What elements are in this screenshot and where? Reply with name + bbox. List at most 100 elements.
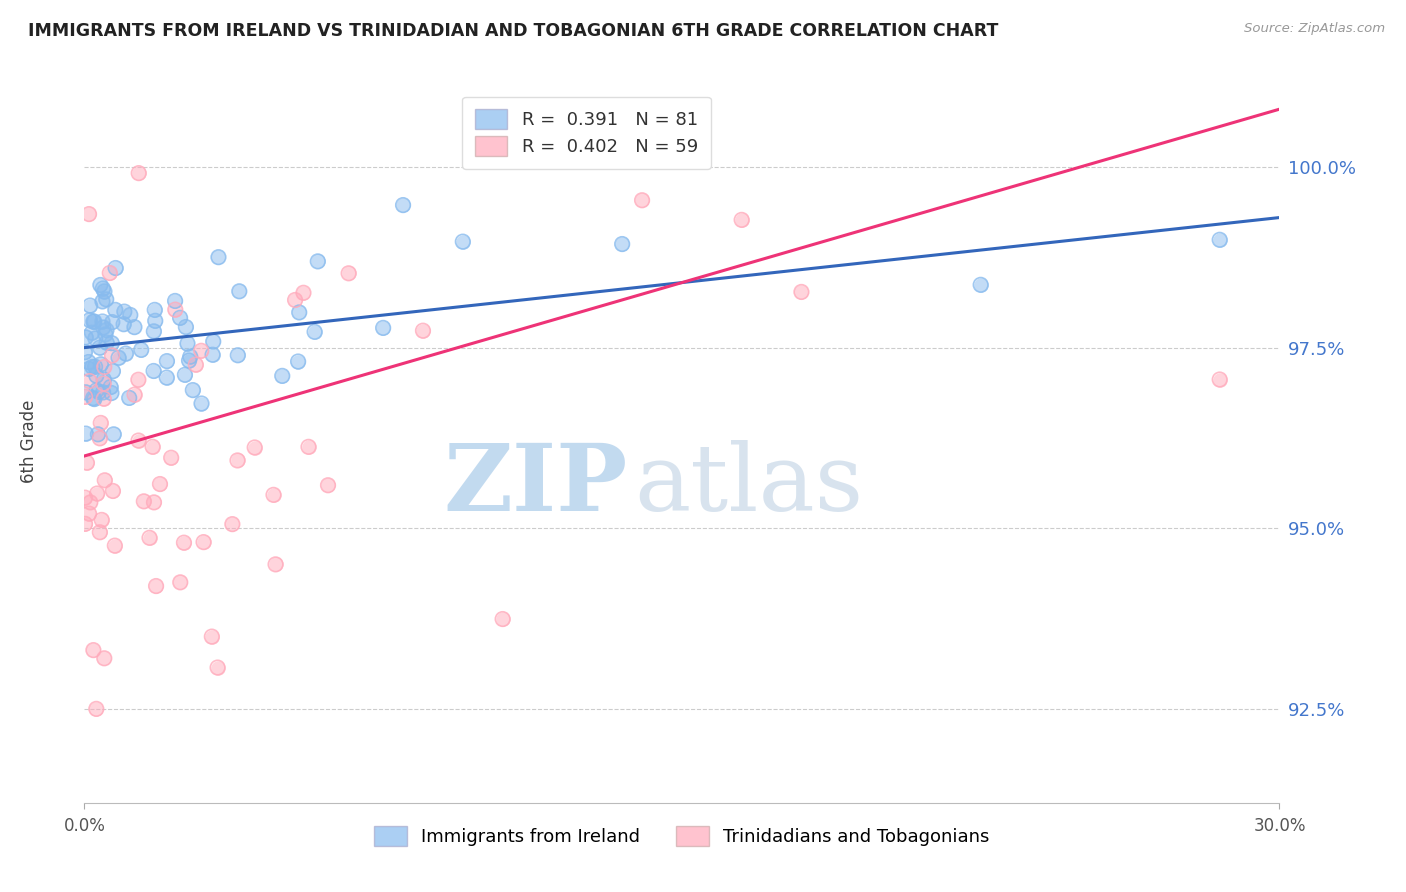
Point (193, 535, 215, 549)
Point (75, 390, 97, 404)
Point (226, 453, 249, 467)
Point (373, 321, 395, 335)
Point (307, 254, 329, 268)
Point (104, 302, 127, 317)
Point (160, 450, 183, 465)
Point (184, 358, 207, 372)
Point (631, 193, 654, 207)
Point (129, 343, 152, 357)
Point (169, 575, 191, 590)
Point (96, 293, 118, 307)
Point (77, 507, 100, 521)
Point (90, 513, 112, 527)
Point (101, 349, 124, 363)
Point (89, 341, 111, 355)
Point (128, 166, 150, 180)
Point (98, 266, 121, 280)
Point (101, 364, 124, 378)
Point (118, 391, 141, 405)
Point (156, 370, 179, 384)
Point (288, 305, 311, 319)
Point (86, 368, 108, 383)
Point (93, 376, 115, 391)
Point (82, 315, 104, 329)
Point (93, 651, 115, 665)
Point (98, 266, 121, 280)
Point (75, 330, 97, 344)
Point (75, 426, 97, 441)
Point (101, 364, 124, 378)
Point (970, 277, 993, 292)
Point (118, 391, 141, 405)
Point (96, 335, 118, 350)
Point (91, 294, 114, 309)
Point (165, 293, 187, 308)
Point (284, 293, 307, 307)
Point (631, 193, 654, 207)
Point (297, 440, 319, 454)
Point (271, 368, 294, 383)
Point (83, 315, 105, 329)
Point (77, 355, 100, 369)
Point (104, 539, 127, 553)
Point (83, 392, 105, 406)
Point (412, 324, 434, 338)
Point (288, 305, 311, 319)
Point (112, 317, 135, 331)
Point (201, 630, 224, 644)
Point (243, 441, 266, 455)
Point (101, 483, 124, 498)
Point (373, 321, 395, 335)
Point (316, 478, 339, 492)
Point (165, 302, 187, 317)
Point (143, 314, 166, 328)
Point (165, 302, 187, 317)
Point (142, 440, 165, 454)
Point (292, 285, 315, 300)
Point (79, 374, 101, 388)
Point (84, 331, 107, 345)
Point (304, 325, 326, 339)
Point (307, 254, 329, 268)
Point (86, 384, 108, 398)
Point (93, 376, 115, 391)
Point (287, 354, 309, 368)
Point (79, 313, 101, 327)
Point (790, 285, 813, 299)
Point (142, 324, 165, 338)
Point (76, 456, 98, 470)
Point (91, 314, 114, 328)
Point (91, 282, 114, 296)
Point (143, 495, 166, 509)
Point (101, 349, 124, 363)
Point (731, 213, 754, 227)
Point (264, 558, 287, 572)
Point (82, 315, 104, 329)
Point (190, 396, 212, 410)
Point (181, 383, 204, 397)
Point (89, 277, 111, 292)
Point (75, 390, 97, 404)
Point (73, 516, 96, 531)
Point (77, 507, 100, 521)
Point (316, 478, 339, 492)
Point (82, 391, 104, 405)
Point (93, 285, 115, 299)
Point (174, 320, 197, 334)
Point (104, 260, 127, 275)
Point (451, 235, 474, 249)
Point (1209, 233, 1232, 247)
Point (84, 359, 107, 374)
Legend: Immigrants from Ireland, Trinidadians and Tobagonians: Immigrants from Ireland, Trinidadians an… (361, 814, 1002, 859)
Point (160, 450, 183, 465)
Point (96, 323, 118, 337)
Text: atlas: atlas (634, 440, 863, 530)
Point (142, 364, 165, 378)
Point (226, 348, 249, 362)
Point (190, 343, 212, 358)
Point (91, 294, 114, 309)
Point (84, 359, 107, 374)
Point (451, 235, 474, 249)
Point (221, 517, 243, 532)
Point (169, 575, 191, 590)
